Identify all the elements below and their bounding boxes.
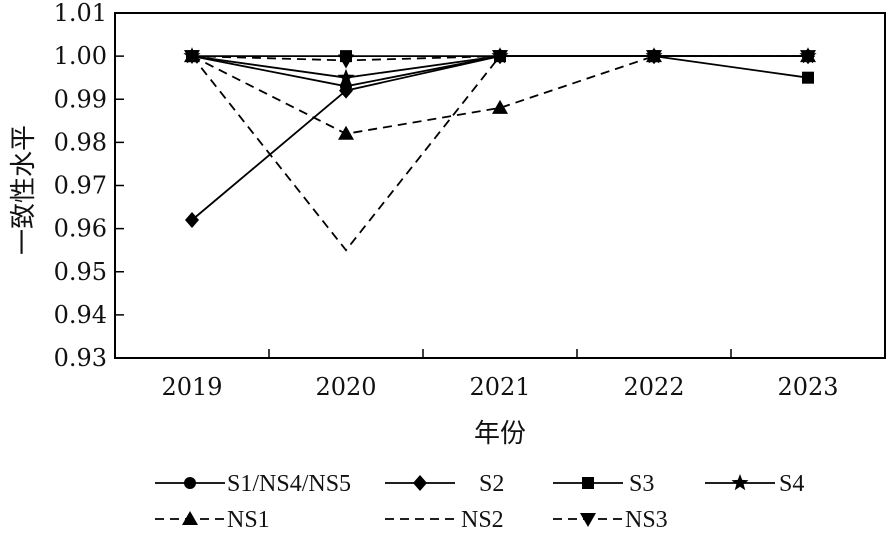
data-point-marker — [338, 54, 354, 69]
legend-marker — [580, 513, 596, 527]
data-point-marker — [337, 68, 355, 85]
series-line — [191, 55, 808, 221]
series-ns3 — [184, 50, 816, 69]
legend-marker — [582, 477, 594, 489]
x-tick-label: 2023 — [777, 373, 838, 401]
x-axis-title: 年份 — [474, 419, 526, 449]
plot-area-frame — [114, 12, 886, 359]
legend-label: NS3 — [625, 507, 668, 533]
data-point-marker — [646, 50, 662, 65]
y-tick-label: 0.93 — [54, 344, 107, 372]
series-s2 — [185, 48, 815, 228]
legend-marker — [413, 475, 427, 491]
x-tick-label: 2019 — [161, 373, 222, 401]
x-axis: 2019 2020 2021 2022 2023 — [161, 349, 839, 401]
legend-item: S1/NS4/NS5 — [155, 471, 351, 497]
data-point-marker — [184, 50, 200, 65]
y-tick-label: 1.01 — [54, 0, 107, 27]
legend-item: S3 — [553, 471, 654, 497]
data-point-marker — [338, 125, 354, 140]
legend-label: NS2 — [461, 507, 504, 533]
data-point-marker — [492, 50, 508, 65]
y-tick-label: 0.95 — [54, 258, 107, 286]
y-tick-label: 0.96 — [54, 215, 107, 243]
x-tick-label: 2022 — [623, 373, 684, 401]
legend-item: NS3 — [553, 507, 668, 533]
series-line — [191, 55, 808, 135]
data-point-marker — [802, 71, 814, 84]
series-layer — [183, 47, 817, 252]
y-tick-label: 0.94 — [54, 301, 107, 329]
x-tick-label: 2021 — [469, 373, 530, 401]
y-tick-label: 0.99 — [54, 85, 107, 113]
legend-label: S4 — [779, 471, 804, 497]
legend-item: S2 — [385, 471, 504, 497]
y-tick-label: 0.98 — [54, 128, 107, 156]
y-axis-title: 一致性水平 — [9, 125, 39, 255]
legend-label: S3 — [629, 471, 654, 497]
series-ns2 — [191, 55, 808, 252]
y-axis: 0.93 0.94 0.95 0.96 0.97 0.98 0.99 1.00 1.01 — [54, 0, 124, 372]
legend-label: S2 — [479, 471, 504, 497]
legend-item: S4 — [705, 471, 804, 497]
data-point-marker — [800, 50, 816, 65]
series-line — [191, 55, 808, 252]
x-tick-label: 2020 — [315, 373, 376, 401]
data-point-marker — [185, 212, 199, 228]
legend-marker — [182, 511, 198, 525]
data-point-marker — [492, 99, 508, 114]
y-tick-label: 0.97 — [54, 172, 107, 200]
legend-marker — [731, 474, 749, 491]
legend-label: S1/NS4/NS5 — [227, 471, 351, 497]
y-tick-label: 1.00 — [54, 42, 107, 70]
legend-label: NS1 — [227, 507, 270, 533]
data-point-marker — [339, 82, 353, 99]
legend-item: NS1 — [155, 507, 270, 533]
legend: S1/NS4/NS5 S2 S3 S4 NS1 NS2 NS3 — [155, 471, 804, 533]
legend-item: NS2 — [385, 507, 504, 533]
legend-marker — [184, 477, 196, 489]
